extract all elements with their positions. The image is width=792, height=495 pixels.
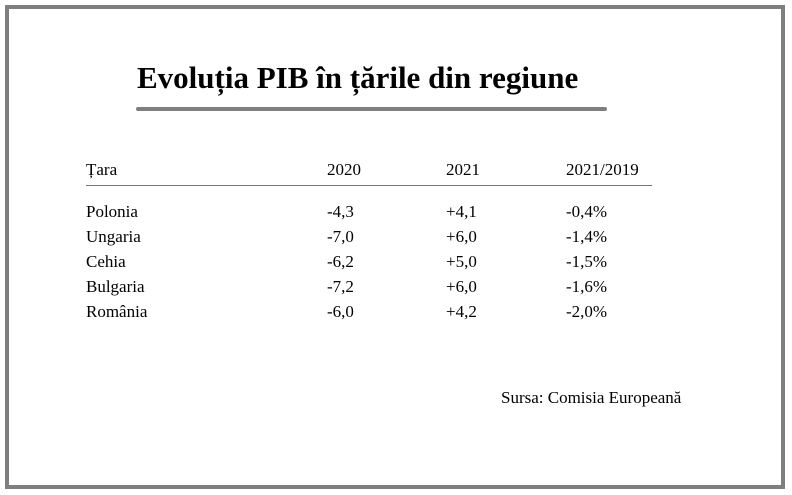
table-row-2021-2019: -1,5% — [566, 252, 608, 271]
table-row-2021: +4,2 — [446, 302, 477, 321]
table-row-country: Polonia — [86, 202, 138, 221]
table-row-2021: +6,0 — [446, 277, 477, 296]
table-row-country: Bulgaria — [86, 277, 145, 296]
header-2021-2019: 2021/2019 — [566, 160, 639, 179]
table-row-2021-2019: -2,0% — [566, 302, 608, 321]
table-row-2021-2019: -1,4% — [566, 227, 608, 246]
source-note: Sursa: Comisia Europeană — [501, 388, 682, 407]
table-row-2020: -6,2 — [327, 252, 354, 271]
document-frame — [5, 5, 785, 489]
table-row-2021: +5,0 — [446, 252, 477, 271]
header-divider — [86, 185, 652, 186]
table-row-2021: +6,0 — [446, 227, 477, 246]
header-country: Țara — [86, 160, 118, 179]
header-2021: 2021 — [446, 160, 480, 179]
table-row-2020: -4,3 — [327, 202, 354, 221]
table-row-2020: -6,0 — [327, 302, 354, 321]
table-row-country: Cehia — [86, 252, 126, 271]
table-row-country: România — [86, 302, 148, 321]
table-row-2021: +4,1 — [446, 202, 477, 221]
table-row-2020: -7,0 — [327, 227, 354, 246]
table-row-2021-2019: -1,6% — [566, 277, 608, 296]
table-row-2020: -7,2 — [327, 277, 354, 296]
page-title: Evoluția PIB în țările din regiune — [137, 60, 579, 95]
title-underline — [136, 107, 607, 111]
table-row-2021-2019: -0,4% — [566, 202, 608, 221]
header-2020: 2020 — [327, 160, 361, 179]
table-row-country: Ungaria — [86, 227, 141, 246]
